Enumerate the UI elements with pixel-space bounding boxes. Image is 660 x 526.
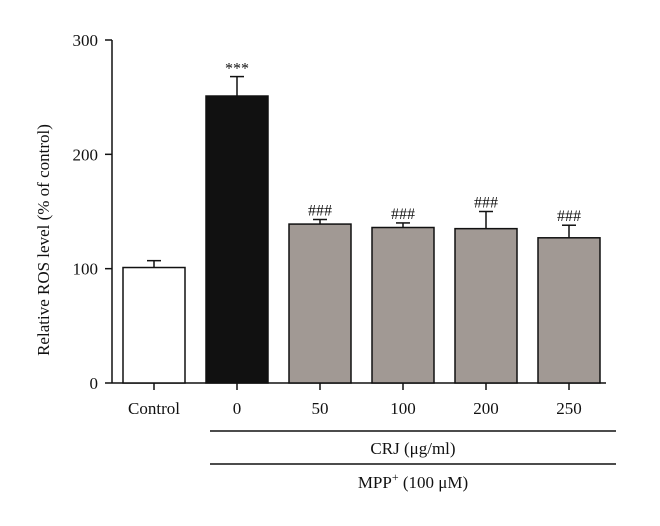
axes — [105, 39, 606, 390]
significance-label: ### — [474, 195, 498, 212]
bar — [537, 237, 601, 384]
y-tick-label: 200 — [73, 145, 99, 164]
bar — [454, 227, 518, 384]
y-axis-label: Relative ROS level (% of control) — [34, 124, 53, 356]
x-tick-label: 0 — [233, 399, 242, 418]
mpp-superscript: + — [392, 470, 399, 484]
mpp-group-label: MPP+ (100 μM) — [358, 470, 468, 492]
bar — [205, 95, 269, 384]
labels: 0 100 200 300 Control 0 *** 50 ### 100 ### 200 ### 25… — [73, 31, 582, 418]
x-tick-label: 200 — [473, 399, 499, 418]
y-tick-label: 100 — [73, 260, 99, 279]
significance-label: *** — [225, 61, 249, 78]
x-tick-label: 250 — [556, 399, 582, 418]
x-tick-label: 100 — [390, 399, 416, 418]
bar — [288, 223, 352, 384]
mpp-suffix: (100 μM) — [399, 473, 469, 492]
y-tick-label: 300 — [73, 31, 99, 50]
y-tick-label: 0 — [90, 374, 99, 393]
mpp-prefix: MPP — [358, 473, 392, 492]
x-tick-label: 50 — [312, 399, 329, 418]
bar — [371, 226, 435, 384]
significance-label: ### — [308, 203, 332, 220]
x-tick-label: Control — [128, 399, 180, 418]
bar — [122, 266, 186, 384]
bars — [122, 75, 601, 384]
crj-group-label: CRJ (μg/ml) — [370, 439, 455, 458]
significance-label: ### — [391, 206, 415, 223]
significance-label: ### — [557, 208, 581, 225]
